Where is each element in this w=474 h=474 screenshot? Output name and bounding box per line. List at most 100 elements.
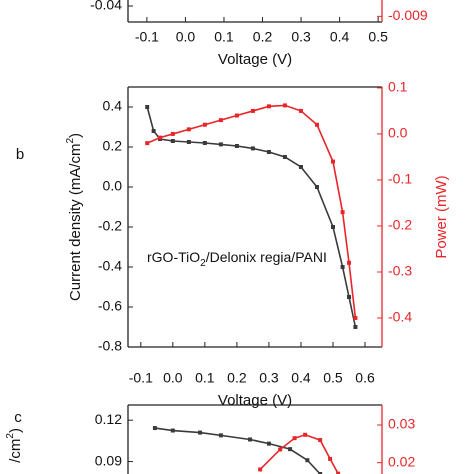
y2-tick-label: -0.3 (388, 263, 412, 279)
x-tick-label: -0.1 (129, 370, 153, 386)
y-tick-label: -0.4 (98, 258, 122, 274)
x-tick-label: 0.0 (176, 29, 196, 45)
panel-label: b (16, 146, 24, 163)
x-tick-label: 0.5 (323, 370, 343, 386)
marker (170, 139, 175, 143)
panel: -0.1 0.0 0.1 0.2 0.3 0.4 0.5 Voltage (V) -0.04 -0… (90, 0, 428, 68)
marker (152, 426, 157, 431)
marker (288, 447, 293, 452)
marker (330, 225, 335, 229)
annotation: rGO-TiO2/Delonix regia/PANI (147, 249, 327, 269)
marker (234, 113, 239, 118)
x-tick-label: 0.6 (355, 370, 375, 386)
series-line (146, 104, 357, 319)
marker (347, 295, 352, 299)
marker (298, 108, 303, 113)
y2-tick-label: 0.02 (388, 453, 415, 469)
y-tick-label: 0.09 (95, 452, 122, 468)
y-axis-label: Current density (mA/cm2) (65, 133, 84, 301)
annotation-part: 2 (200, 258, 206, 269)
x-tick-label: 0.2 (227, 370, 247, 386)
y2-tick-label: -0.2 (388, 217, 412, 233)
plot-area (152, 426, 341, 474)
x-tick-label: 0.4 (330, 29, 350, 45)
marker (353, 325, 358, 329)
y2-tick-label: 0.0 (388, 125, 408, 141)
marker (278, 447, 283, 452)
x-axis-label: Voltage (V) (218, 51, 292, 68)
y-axis-label-part: Current density (mA/cm (67, 144, 84, 302)
y-tick-label: -0.04 (90, 0, 122, 13)
x-tick-label: 0.3 (259, 370, 279, 386)
marker (282, 103, 287, 108)
y2-tick-label: 0.1 (388, 79, 408, 95)
marker (170, 131, 175, 136)
marker (248, 437, 253, 442)
y-axis-label-part: /cm (7, 439, 24, 463)
marker (266, 150, 271, 154)
marker (218, 118, 223, 123)
marker (198, 430, 203, 435)
y2-tick-label: 0.03 (388, 416, 415, 432)
marker (151, 129, 156, 133)
y-tick-label: 0.0 (103, 178, 123, 194)
y2-tick-label: -0.009 (388, 7, 428, 23)
marker (145, 105, 150, 109)
marker (305, 458, 310, 463)
marker (250, 146, 255, 151)
marker (218, 142, 223, 147)
x-tick-label: 0.1 (195, 370, 215, 386)
annotation-part: /Delonix regia/PANI (206, 249, 327, 265)
marker (353, 316, 358, 321)
marker (170, 428, 175, 433)
marker (186, 127, 191, 132)
y-axis-label-part: 2 (5, 433, 16, 439)
marker (158, 135, 163, 140)
marker (298, 165, 303, 169)
y2-axis-label-part: Power (mW) (433, 175, 450, 258)
marker (202, 122, 207, 127)
marker (266, 104, 271, 109)
y-axis-label-part: ) (67, 133, 84, 138)
y-axis-label: /cm2) (5, 428, 24, 463)
x-tick-label: 0.3 (291, 29, 311, 45)
x-tick-label: 0.0 (163, 370, 183, 386)
marker (328, 456, 333, 461)
y-tick-label: 0.12 (95, 411, 122, 427)
marker (314, 122, 319, 127)
marker (347, 260, 352, 265)
marker (340, 265, 345, 269)
marker (336, 471, 341, 474)
marker (314, 185, 319, 189)
marker (145, 141, 150, 146)
y2-axis-label: Power (mW) (433, 175, 450, 258)
marker (250, 108, 255, 113)
marker (282, 155, 287, 159)
marker (303, 432, 308, 437)
annotation-part: rGO-TiO (147, 249, 200, 265)
marker (186, 140, 191, 144)
marker (258, 467, 263, 472)
x-axis-label: Voltage (V) (218, 392, 292, 409)
y-tick-label: -0.2 (98, 218, 122, 234)
x-tick-label: 0.5 (368, 29, 388, 45)
y-tick-label: 0.4 (103, 98, 123, 114)
y-axis-label-part: ) (7, 428, 24, 433)
panel-label: c (14, 409, 22, 426)
marker (292, 436, 297, 441)
y-tick-label: -0.8 (98, 338, 122, 354)
marker (318, 472, 323, 474)
marker (234, 144, 239, 148)
y-axis-label-part: 2 (65, 138, 76, 144)
panel: 0.12 0.09 0.03 0.02 c/cm2) (5, 404, 415, 474)
marker (202, 141, 207, 145)
x-tick-label: 0.1 (214, 29, 234, 45)
x-tick-label: 0.4 (291, 370, 311, 386)
marker (318, 438, 323, 443)
panel: -0.1 0.0 0.1 0.2 0.3 0.4 0.5 0.6 Voltage (V) 0.4 0… (16, 79, 450, 409)
y2-tick-label: -0.1 (388, 171, 412, 187)
x-tick-label: 0.2 (253, 29, 273, 45)
marker (330, 159, 335, 164)
y2-tick-label: -0.4 (388, 309, 412, 325)
